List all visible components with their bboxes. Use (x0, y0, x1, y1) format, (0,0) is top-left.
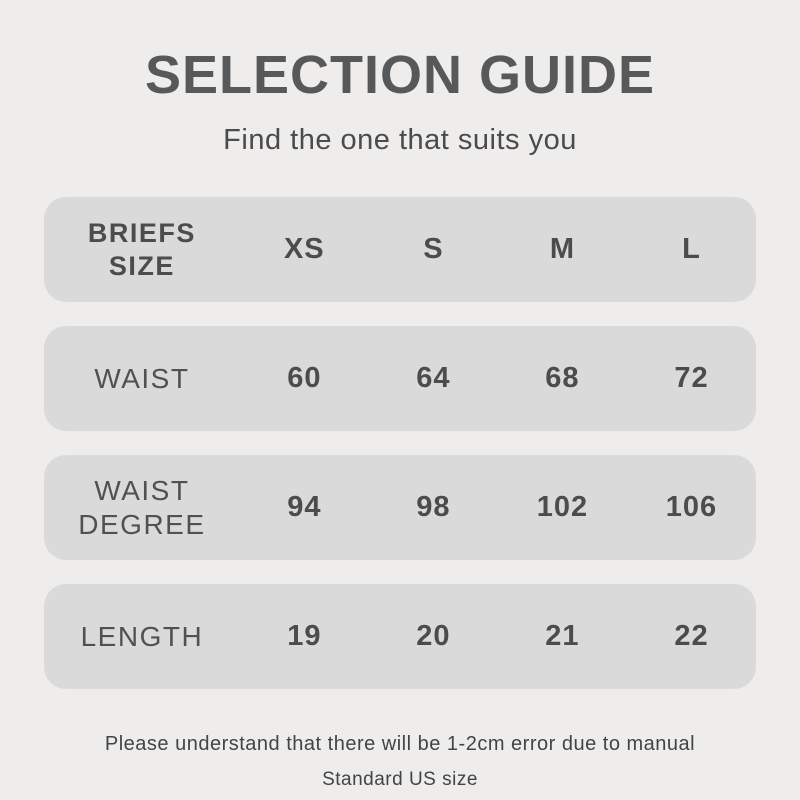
waist-value-l: 72 (674, 362, 709, 395)
table-row-briefs-size: BRIEFS SIZE XS S M L (44, 197, 756, 303)
waist-degree-value-m: 102 (536, 491, 589, 524)
standard-size-note: Standard US size (322, 769, 478, 791)
row-header-waist: WAIST (44, 362, 240, 396)
length-value-s: 20 (416, 620, 451, 653)
waist-value-m: 68 (545, 362, 580, 395)
waist-degree-value-l: 106 (665, 491, 718, 524)
row-header-waist-degree: WAIST DEGREE (44, 474, 240, 541)
table-row-length: LENGTH 19 20 21 22 (44, 584, 756, 690)
waist-degree-value-xs: 94 (287, 491, 322, 524)
row-label-text: LENGTH (80, 620, 204, 652)
manual-error-note: Please understand that there will be 1-2… (104, 733, 696, 756)
row-label-text: WAIST DEGREE (78, 475, 206, 540)
row-label-text: WAIST (94, 362, 190, 394)
waist-degree-value-s: 98 (416, 491, 451, 524)
table-row-waist: WAIST 60 64 68 72 (44, 326, 756, 432)
row-header-length: LENGTH (44, 620, 240, 654)
size-cell-xs: XS (283, 233, 325, 266)
row-header-briefs-size: BRIEFS SIZE (44, 217, 240, 282)
size-table: BRIEFS SIZE XS S M L WAIST 60 64 68 72 W… (44, 197, 756, 690)
waist-value-xs: 60 (287, 362, 322, 395)
table-row-waist-degree: WAIST DEGREE 94 98 102 106 (44, 455, 756, 561)
size-cell-l: L (682, 233, 701, 266)
page-title: SELECTION GUIDE (144, 45, 656, 105)
length-value-m: 21 (545, 620, 580, 653)
length-value-l: 22 (674, 620, 709, 653)
size-cell-m: M (549, 233, 575, 266)
row-label-text: BRIEFS SIZE (87, 218, 196, 281)
page-subtitle: Find the one that suits you (223, 124, 577, 157)
waist-value-s: 64 (416, 362, 451, 395)
size-cell-s: S (423, 233, 444, 266)
length-value-xs: 19 (287, 620, 322, 653)
